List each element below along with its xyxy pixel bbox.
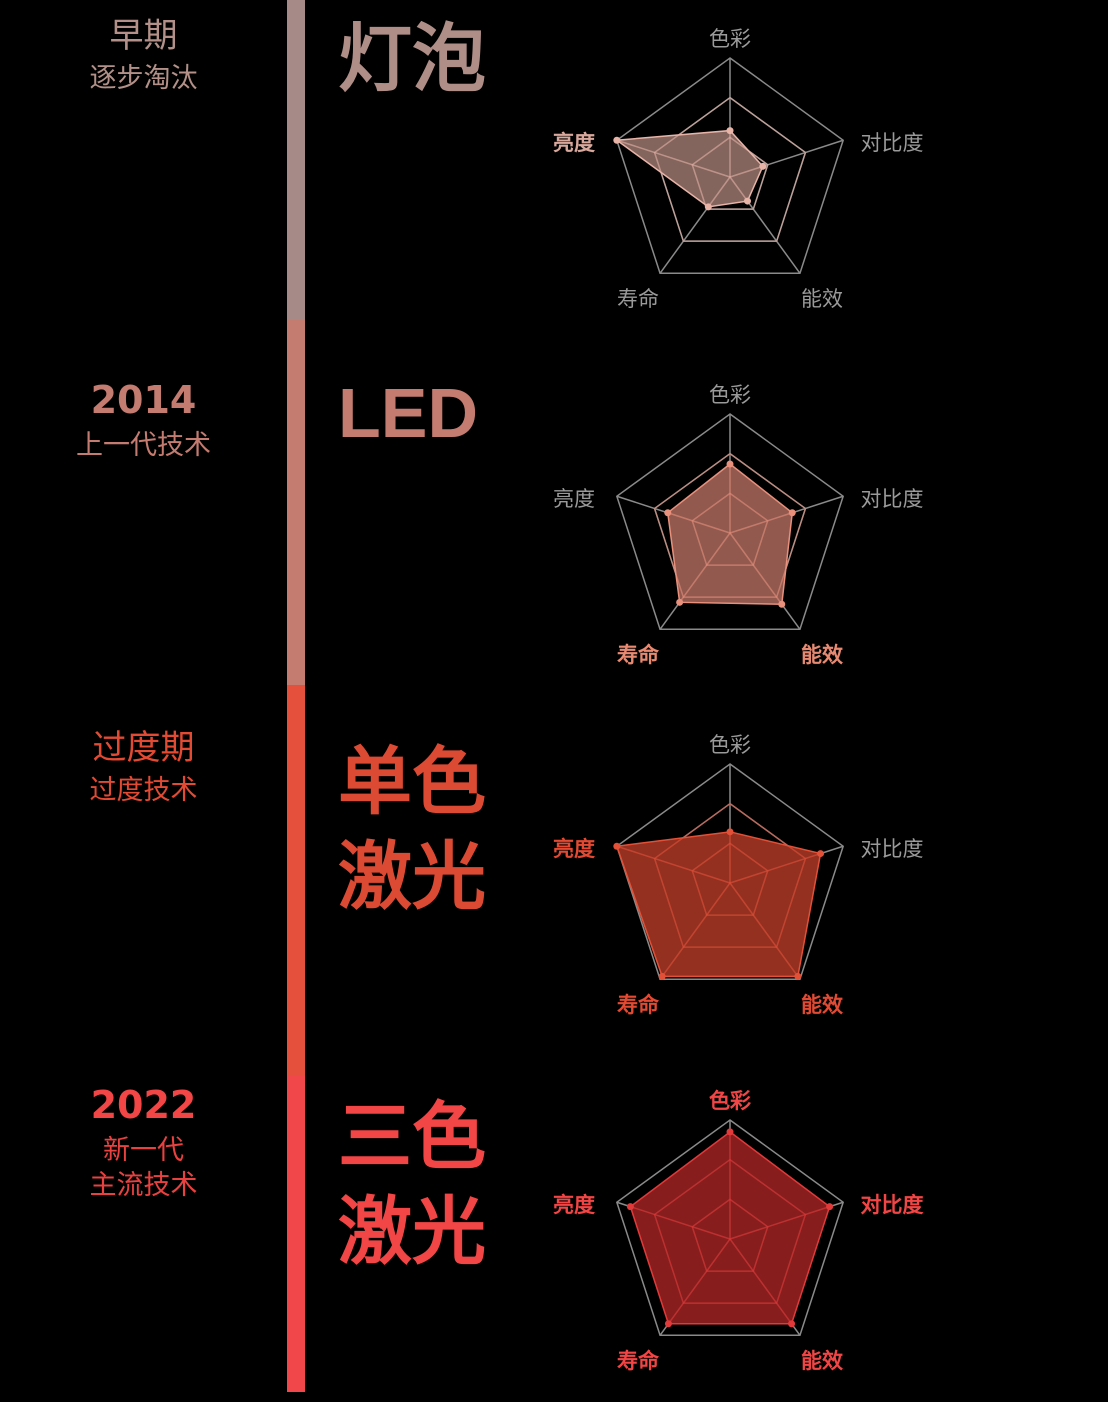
axis-label: 亮度 bbox=[553, 487, 595, 511]
tech-name-mono-laser: 单色 激光 bbox=[338, 739, 486, 920]
data-point bbox=[788, 509, 796, 517]
radar-chart-led: 色彩对比度能效 寿命 亮度 bbox=[540, 376, 940, 696]
axis-label: 对比度 bbox=[860, 487, 924, 511]
data-point bbox=[743, 197, 751, 205]
axis-label: 寿命 bbox=[617, 287, 659, 311]
radar-svg bbox=[615, 1119, 845, 1337]
era-transition: 过度期 过度技术 bbox=[0, 728, 287, 808]
era-2022: 2022 新一代 主流技术 bbox=[0, 1083, 287, 1203]
era-period: 早期 bbox=[109, 16, 178, 56]
data-point bbox=[778, 600, 786, 608]
axis-label: 对比度 bbox=[860, 131, 924, 155]
data-point bbox=[613, 136, 621, 144]
era-desc: 过度技术 bbox=[89, 775, 198, 807]
axis-label: 色彩 bbox=[709, 1089, 751, 1113]
axis-label: 能效 bbox=[801, 287, 843, 311]
data-point bbox=[726, 828, 734, 836]
data-point bbox=[794, 972, 802, 980]
grid-ring bbox=[615, 763, 845, 981]
data-point bbox=[626, 1203, 634, 1211]
data-point bbox=[658, 972, 666, 980]
data-point bbox=[726, 460, 734, 468]
axis-label: 能效 bbox=[801, 643, 843, 667]
radar-svg bbox=[613, 763, 845, 981]
era-period: 2022 bbox=[90, 1083, 197, 1127]
timeline-segment-2022 bbox=[287, 1075, 305, 1392]
data-point bbox=[759, 162, 767, 170]
grid-ring bbox=[615, 1119, 845, 1337]
data-point bbox=[726, 1128, 734, 1136]
axis-label: 对比度 bbox=[860, 1193, 924, 1217]
timeline-segment-transition bbox=[287, 685, 305, 1075]
timeline-segment-2014 bbox=[287, 320, 305, 685]
timeline-segment-early bbox=[287, 0, 305, 320]
data-point bbox=[788, 1320, 796, 1328]
data-point bbox=[726, 127, 734, 135]
data-point bbox=[826, 1203, 834, 1211]
axis-label: 对比度 bbox=[860, 837, 924, 861]
era-period: 2014 bbox=[90, 378, 197, 422]
axis-label: 亮度 bbox=[553, 1193, 595, 1217]
axis-label: 寿命 bbox=[617, 993, 659, 1017]
era-desc: 逐步淘汰 bbox=[89, 63, 198, 95]
data-point bbox=[664, 509, 672, 517]
era-period: 过度期 bbox=[92, 728, 195, 768]
axis-label: 亮度 bbox=[553, 837, 595, 861]
era-early: 早期 逐步淘汰 bbox=[0, 16, 287, 96]
radar-chart-mono-laser: 色彩对比度能效 寿命 亮度 bbox=[540, 726, 940, 1046]
data-point bbox=[817, 850, 825, 858]
data-area bbox=[614, 129, 764, 208]
radar-chart-rgb-laser: 色彩对比度能效 寿命 亮度 bbox=[540, 1082, 940, 1402]
radar-svg bbox=[613, 57, 845, 275]
data-point bbox=[676, 598, 684, 606]
tech-name-rgb-laser: 三色 激光 bbox=[338, 1094, 486, 1275]
axis-label: 能效 bbox=[801, 993, 843, 1017]
data-point bbox=[613, 842, 621, 850]
data-area bbox=[615, 831, 822, 978]
tech-name-led: LED bbox=[338, 374, 478, 452]
data-point bbox=[664, 1320, 672, 1328]
axis-label: 能效 bbox=[801, 1349, 843, 1373]
era-2014: 2014 上一代技术 bbox=[0, 378, 287, 463]
axis-label: 色彩 bbox=[709, 383, 751, 407]
tech-name-bulb: 灯泡 bbox=[338, 16, 486, 102]
axis-label: 色彩 bbox=[709, 733, 751, 757]
axis-label: 色彩 bbox=[709, 27, 751, 51]
radar-svg bbox=[615, 413, 845, 631]
radar-chart-bulb: 色彩对比度能效 寿命 亮度 bbox=[540, 20, 940, 340]
era-desc: 上一代技术 bbox=[76, 429, 211, 461]
grid-ring bbox=[615, 57, 845, 275]
grid-ring bbox=[615, 413, 845, 631]
axis-label: 寿命 bbox=[617, 643, 659, 667]
axis-label: 亮度 bbox=[553, 131, 595, 155]
axis-label: 寿命 bbox=[617, 1349, 659, 1373]
data-point bbox=[704, 203, 712, 211]
era-desc: 新一代 主流技术 bbox=[89, 1134, 198, 1201]
